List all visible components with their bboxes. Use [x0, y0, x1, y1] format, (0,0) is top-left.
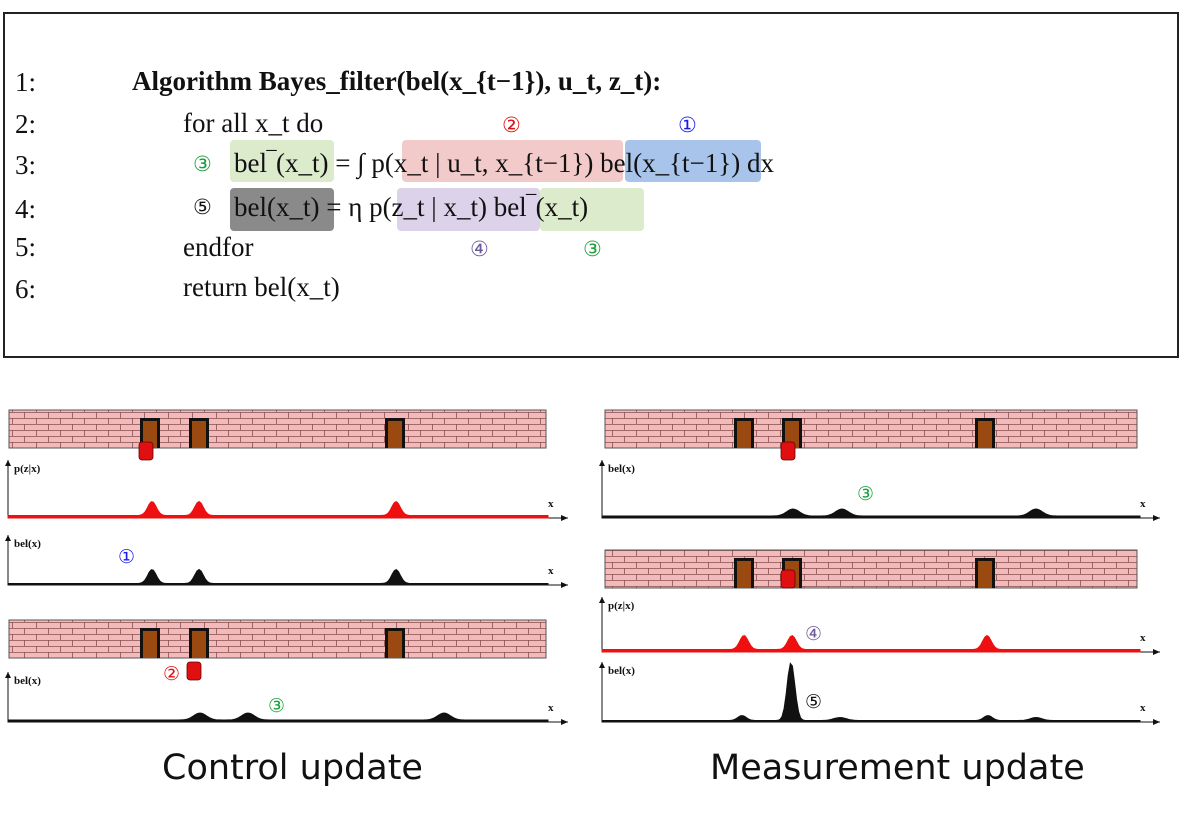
line-number-2: 2: [15, 109, 37, 139]
marker-five-algo: ⑤ [193, 195, 212, 219]
plot-left-belief-y-label: bel(x) [14, 538, 41, 550]
bayes-filter-diagrams: p(z|x) x bel(x) x ① ② bel(x) x ③ bel(x) x ③ p(z|x) x ④… [5, 409, 1160, 725]
algorithm-box: 1: 2: 3: 4: 5: 6: Algorithm Bayes_filter… [3, 12, 1179, 358]
plot-right-posterior-y-arrow [599, 662, 605, 668]
wall-left-2 [8, 619, 547, 659]
line-number-5: 5: [15, 232, 37, 262]
wall-left-1-door-2 [192, 421, 206, 448]
curve-right-sensor [601, 634, 1141, 653]
wall-right-1-door-3 [978, 421, 992, 448]
wall-left-2-door-1 [143, 631, 157, 658]
highlight-prior-belief [625, 140, 761, 182]
wall-left-2-door-2 [192, 631, 206, 658]
plot-left-sensor-y-label: p(z|x) [14, 463, 41, 475]
curve-right-posterior [601, 662, 1141, 723]
plot-right-belief-predicted-y-label: bel(x) [608, 463, 635, 475]
plot-right-posterior-y-label: bel(x) [608, 665, 635, 677]
line-number-4: 4: [15, 194, 37, 224]
line-number-1: 1: [15, 67, 37, 97]
marker-two-diagram: ② [163, 663, 180, 685]
plot-left-sensor-y-arrow [5, 460, 11, 466]
marker-three-diagram-right: ③ [857, 483, 874, 505]
curve-left-belief [7, 568, 549, 586]
highlight-bel-bar-line3 [230, 140, 334, 182]
wall-left-2-door-3 [388, 631, 402, 658]
wall-right-2-robot [780, 569, 796, 589]
highlight-bel-bar-line4 [540, 188, 644, 231]
plot-right-sensor-x-label: x [1140, 632, 1146, 644]
curve-left-belief-predicted [7, 712, 549, 723]
plot-right-belief-predicted-x-label: x [1140, 498, 1146, 510]
line-prediction: bel‾(x_t) = ∫ p(x_t | u_t, x_{t−1}) bel(… [234, 148, 774, 178]
line-correction: bel(x_t) = η p(z_t | x_t) bel‾(x_t) [234, 192, 589, 222]
plot-left-sensor-x-label: x [548, 498, 554, 510]
curve-left-sensor [7, 500, 549, 519]
wall-left-1-door-3 [388, 421, 402, 448]
line-for-all: for all x_t do [183, 108, 324, 138]
marker-four-diagram: ④ [805, 623, 822, 645]
wall-left-1-door-1 [143, 421, 157, 448]
wall-right-1 [604, 409, 1138, 449]
caption-control-update: Control update [162, 748, 423, 788]
plot-left-sensor-x-arrow [561, 515, 568, 521]
highlight-measurement-model [397, 188, 540, 231]
plot-left-belief-predicted-x-arrow [561, 719, 568, 725]
plot-right-sensor-y-arrow [599, 597, 605, 603]
marker-one-algo: ① [678, 113, 697, 137]
wall-right-1-door-2 [785, 421, 799, 448]
marker-two-algo: ② [502, 113, 521, 137]
plot-right-posterior-x-label: x [1140, 702, 1146, 714]
plot-left-belief-y-arrow [5, 535, 11, 541]
plot-right-posterior-x-arrow [1153, 719, 1160, 725]
highlight-posterior-belief [230, 188, 334, 231]
marker-five-diagram: ⑤ [805, 691, 822, 713]
caption-measurement-update: Measurement update [710, 748, 1085, 788]
algorithm-title: Algorithm Bayes_filter(bel(x_{t−1}), u_t… [132, 66, 662, 96]
line-return: return bel(x_t) [183, 272, 340, 302]
wall-right-2-door-1 [737, 561, 751, 588]
highlight-motion-model [402, 140, 623, 182]
plot-left-belief-x-label: x [548, 565, 554, 577]
plot-left-belief-x-arrow [561, 582, 568, 588]
diagram-drawing: p(z|x) x bel(x) x ① ② bel(x) x ③ bel(x) x ③ p(z|x) x ④… [5, 409, 1160, 725]
plot-right-sensor-y-label: p(z|x) [608, 600, 635, 612]
plot-right-sensor-x-arrow [1153, 649, 1160, 655]
marker-four-algo: ④ [470, 237, 489, 261]
plot-left-belief-predicted-y-arrow [5, 672, 11, 678]
marker-one-diagram: ① [118, 546, 135, 568]
line-number-3: 3: [15, 150, 37, 180]
wall-right-1-door-1 [737, 421, 751, 448]
wall-left-1-robot [138, 441, 154, 461]
wall-right-1-robot [780, 441, 796, 461]
plot-right-belief-predicted-x-arrow [1153, 515, 1160, 521]
marker-three-diagram-left: ③ [268, 695, 285, 717]
marker-three-algo-a: ③ [193, 152, 212, 176]
line-endfor: endfor [183, 232, 254, 262]
wall-right-2 [604, 549, 1138, 589]
plot-left-belief-predicted-x-label: x [548, 702, 554, 714]
wall-left-1 [8, 409, 547, 449]
marker-three-algo-b: ③ [583, 237, 602, 261]
plot-right-belief-predicted-y-arrow [599, 460, 605, 466]
plot-left-belief-predicted-y-label: bel(x) [14, 675, 41, 687]
curve-right-belief-predicted [601, 508, 1141, 519]
wall-right-2-door-3 [978, 561, 992, 588]
wall-left-2-robot [186, 661, 202, 681]
line-number-6: 6: [15, 274, 37, 304]
